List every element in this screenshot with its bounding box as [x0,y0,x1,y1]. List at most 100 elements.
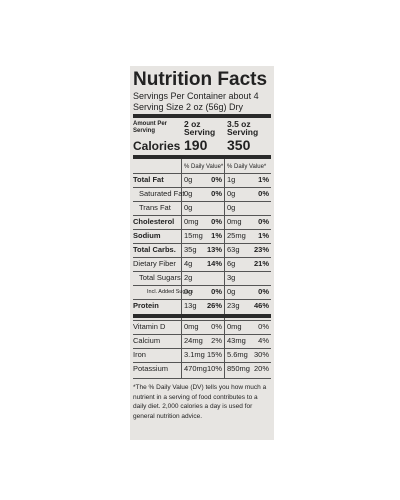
column-header: 3.5 oz Serving [227,119,259,137]
row-rule [133,215,271,216]
amount: 5.6mg [227,350,248,359]
footnote: *The % Daily Value (DV) tells you how mu… [133,384,267,420]
daily-value: 0% [211,175,222,184]
daily-value: 23% [253,245,269,254]
dv-header: % Daily Value* [184,164,224,170]
rule [133,155,271,159]
amount: 0g [227,287,236,296]
amount: 15mg [184,231,203,240]
amount: 25mg [227,231,246,240]
row-rule [133,348,271,349]
amount: 2g [184,273,193,282]
daily-value: 0% [211,287,222,296]
nutrient-name: Trans Fat [139,203,171,212]
daily-value: 4% [258,336,269,345]
amount: 0g [184,203,193,212]
amount: 6g [227,259,236,268]
amount: 3g [227,273,236,282]
daily-value: 2% [211,336,222,345]
daily-value: 0% [258,189,269,198]
column-header: 2 oz Serving [184,119,216,137]
nutrient-name: Protein [133,301,159,310]
dv-header: % Daily Value* [227,164,267,170]
nutrition-label: Nutrition Facts Servings Per Container a… [130,66,274,440]
row-rule [133,243,271,244]
daily-value: 0% [211,322,222,331]
amount: 24mg [184,336,203,345]
row-rule [133,378,271,379]
column-divider [224,159,225,378]
amount-label: Amount Per Serving [133,121,168,134]
nutrient-name: Incl. Added Sugars [147,289,194,295]
daily-value: 14% [206,259,222,268]
row-rule [133,257,271,258]
nutrient-name: Sodium [133,231,161,240]
amount: 0g [184,175,193,184]
row-rule [133,201,271,202]
daily-value: 13% [206,245,222,254]
row-rule [133,334,271,335]
amount: 43mg [227,336,246,345]
daily-value: 0% [258,217,269,226]
amount: 0mg [184,217,199,226]
row-rule [133,299,271,300]
nutrient-name: Dietary Fiber [133,259,176,268]
nutrient-name: Total Fat [133,175,164,184]
daily-value: 30% [253,350,269,359]
daily-value: 0% [211,217,222,226]
nutrient-name: Total Carbs. [133,245,176,254]
calories-value: 350 [227,137,251,153]
daily-value: 0% [211,189,222,198]
daily-value: 0% [258,287,269,296]
row-rule [133,271,271,272]
amount: 63g [227,245,240,254]
daily-value: 26% [206,301,222,310]
calories-label: Calories [133,139,181,153]
daily-value: 1% [258,175,269,184]
rule [133,314,271,318]
daily-value: 1% [211,231,222,240]
daily-value: 10% [206,364,222,373]
nutrient-name: Vitamin D [133,322,166,331]
amount: 1g [227,175,236,184]
rule [133,114,271,118]
amount: 0g [227,203,236,212]
daily-value: 1% [258,231,269,240]
daily-value: 46% [253,301,269,310]
amount: 0g [227,189,236,198]
nutrient-name: Saturated Fat [139,189,185,198]
daily-value: 21% [253,259,269,268]
servings: Servings Per Container about 4 [133,91,259,101]
amount: 0g [184,287,193,296]
nutrient-name: Cholesterol [133,217,175,226]
calories-value: 190 [184,137,208,153]
row-rule [133,362,271,363]
nutrient-name: Potassium [133,364,169,373]
amount: 35g [184,245,197,254]
row-rule [133,285,271,286]
daily-value: 20% [253,364,269,373]
nutrient-name: Calcium [133,336,161,345]
column-divider [181,159,182,378]
amount: 23g [227,301,240,310]
amount: 0mg [227,322,242,331]
row-rule [133,229,271,230]
amount: 13g [184,301,197,310]
amount: 3.1mg [184,350,205,359]
serving-size: Serving Size 2 oz (56g) Dry [133,102,244,112]
nutrient-name: Iron [133,350,146,359]
amount: 4g [184,259,193,268]
daily-value: 0% [258,322,269,331]
amount: 0g [184,189,193,198]
row-rule [133,173,271,174]
row-rule [133,320,271,321]
row-rule [133,187,271,188]
amount: 850mg [227,364,250,373]
amount: 0mg [184,322,199,331]
nutrient-name: Total Sugars [139,273,181,282]
daily-value: 15% [206,350,222,359]
title: Nutrition Facts [133,69,268,90]
amount: 0mg [227,217,242,226]
amount: 470mg [184,364,207,373]
